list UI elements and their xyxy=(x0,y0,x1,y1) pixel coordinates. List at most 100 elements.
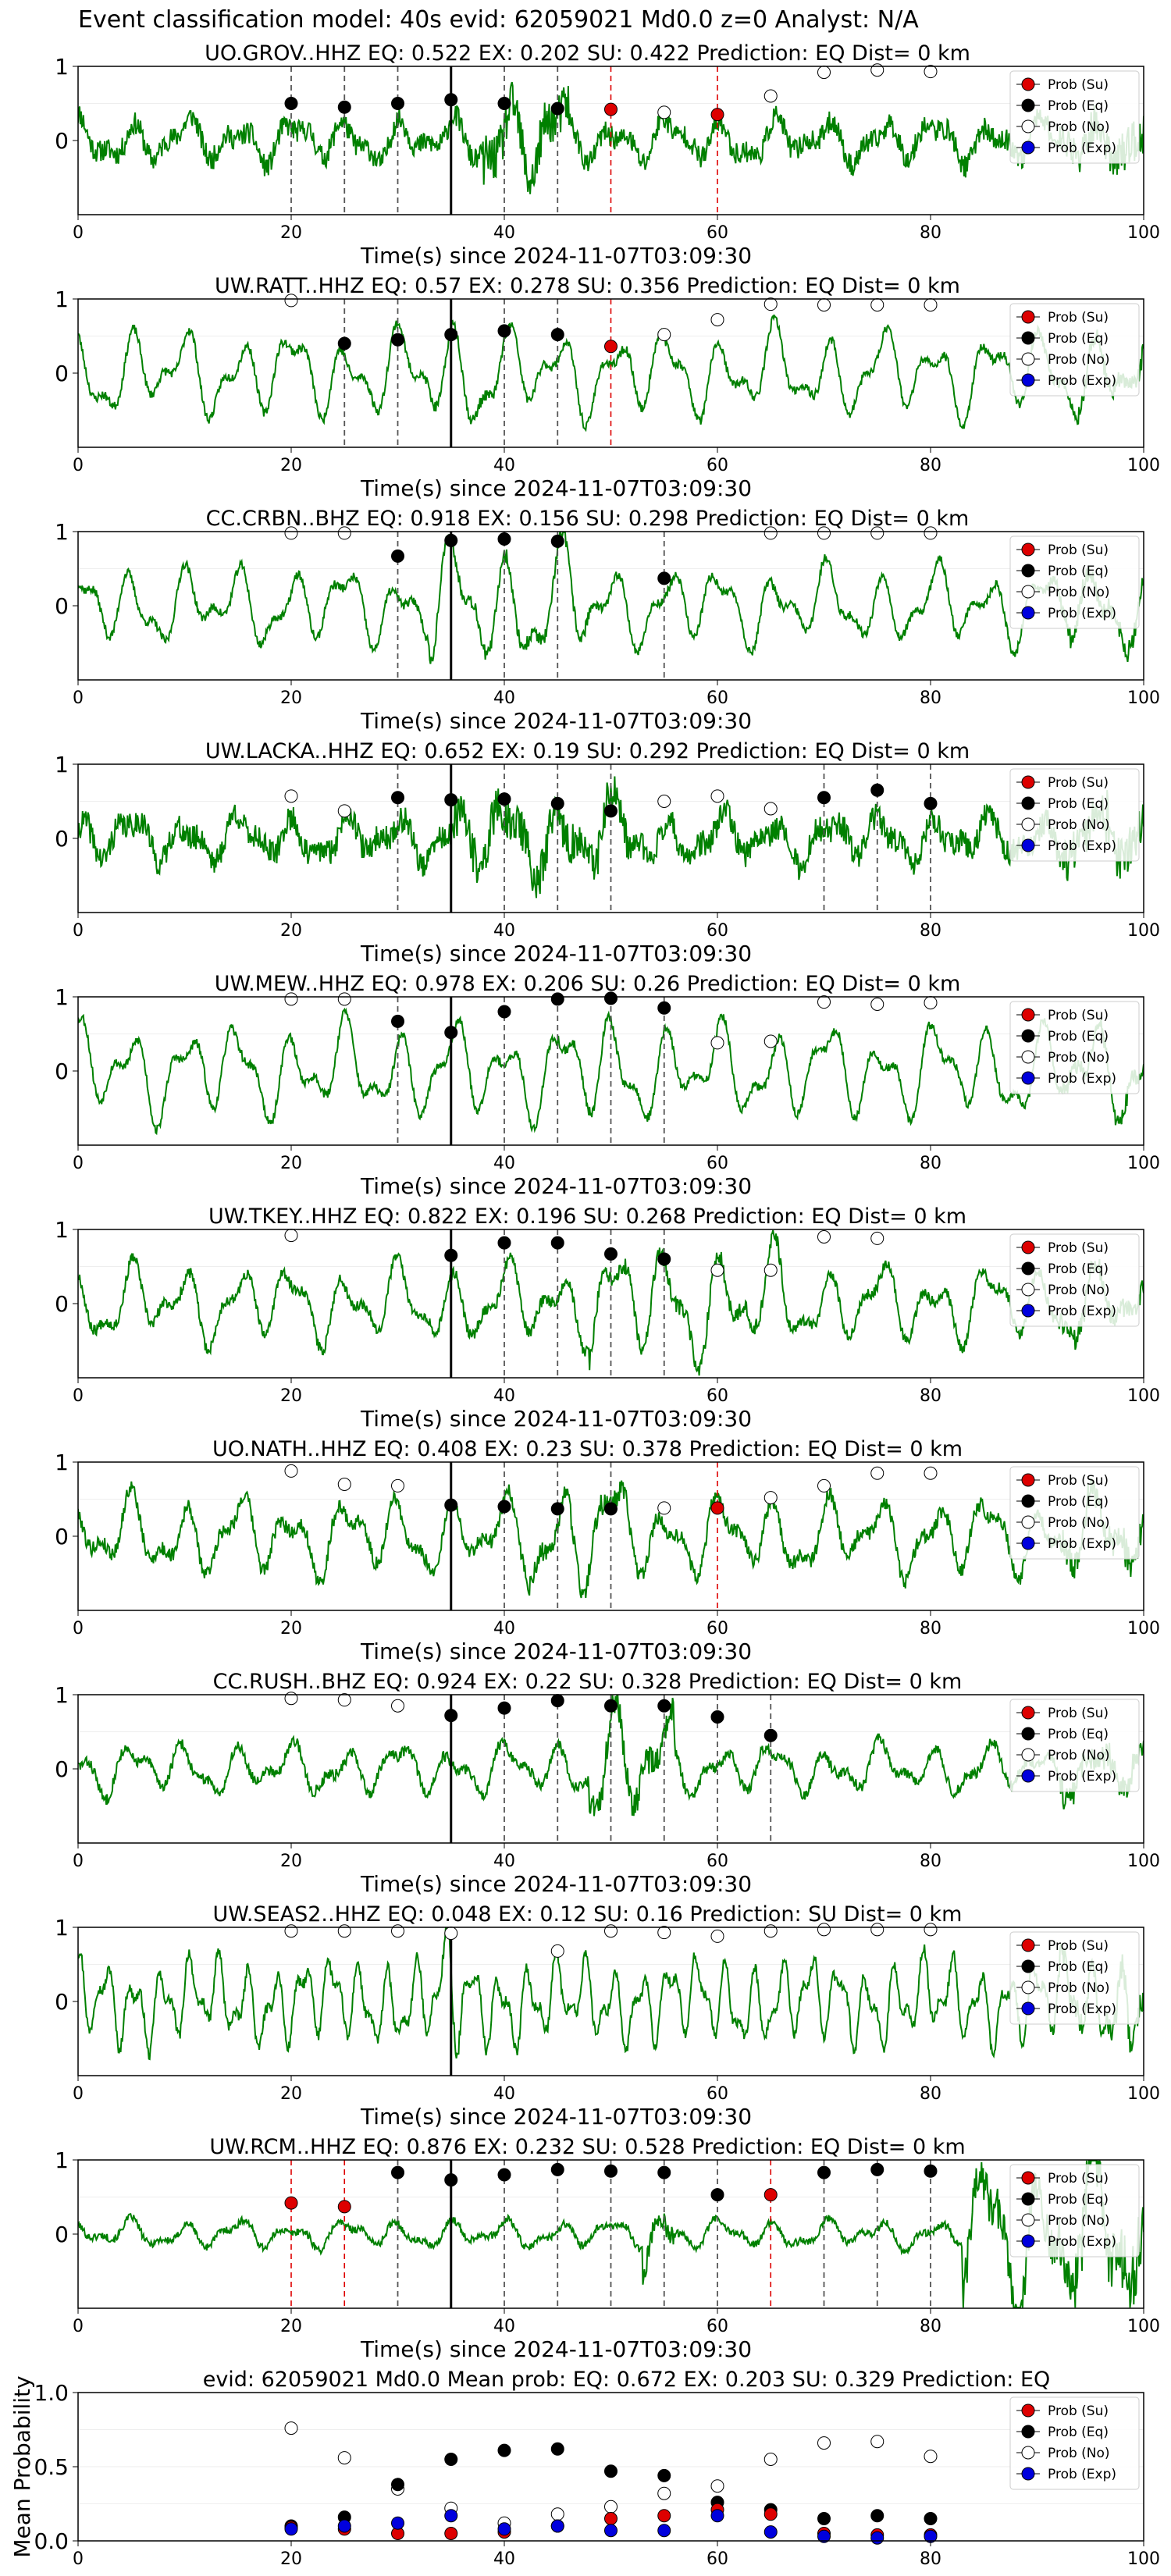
eq-prob-point xyxy=(337,336,351,350)
x-tick-label: 0 xyxy=(73,2549,84,2569)
legend-marker xyxy=(1021,1769,1035,1783)
mean-prob-exp-point xyxy=(391,2516,404,2530)
legend-marker xyxy=(1021,98,1035,112)
x-tick-label: 20 xyxy=(280,1852,302,1871)
legend-box xyxy=(1009,303,1140,397)
eq-prob-point xyxy=(444,2173,458,2187)
eq-prob-point xyxy=(444,793,458,807)
su-prob-point xyxy=(604,340,618,354)
eq-prob-point xyxy=(710,1710,724,1724)
legend-marker xyxy=(1021,1515,1035,1529)
x-tick-label: 100 xyxy=(1127,1386,1160,1406)
x-tick-label: 100 xyxy=(1127,1154,1160,1173)
x-tick-label: 0 xyxy=(73,688,84,708)
su-prob-point xyxy=(763,2188,778,2202)
x-axis-label: Time(s) since 2024-11-07T03:09:30 xyxy=(360,475,752,501)
no-prob-point xyxy=(337,992,351,1006)
no-prob-point xyxy=(284,1229,298,1243)
x-tick-label: 60 xyxy=(707,1619,728,1638)
panel-title: UW.RATT..HHZ EQ: 0.57 EX: 0.278 SU: 0.35… xyxy=(215,274,960,298)
legend-label: Prob (Exp) xyxy=(1048,141,1116,156)
waveform-trace xyxy=(78,1229,1144,1376)
eq-prob-point xyxy=(337,100,351,114)
y-tick-label: 0 xyxy=(55,361,69,386)
legend-marker xyxy=(1021,606,1035,620)
no-prob-point xyxy=(710,1929,724,1943)
eq-prob-point xyxy=(391,2165,404,2179)
eq-prob-point xyxy=(550,328,564,342)
x-tick-label: 20 xyxy=(280,456,302,475)
legend-marker xyxy=(1021,77,1035,91)
eq-prob-point xyxy=(550,2162,564,2176)
legend-label: Prob (Exp) xyxy=(1048,606,1116,621)
no-prob-point xyxy=(337,1924,351,1938)
legend-marker xyxy=(1021,564,1035,578)
legend: Prob (Su) Prob (Eq) Prob (No) Prob (Exp) xyxy=(1009,1233,1140,1327)
no-prob-point xyxy=(924,65,938,79)
legend: Prob (Su) Prob (Eq) Prob (No) Prob (Exp) xyxy=(1009,535,1140,629)
eq-prob-point xyxy=(497,1701,511,1715)
y-tick-label: 1 xyxy=(55,519,69,545)
x-tick-label: 80 xyxy=(920,456,941,475)
legend-marker xyxy=(1021,1727,1035,1741)
no-prob-point xyxy=(763,297,778,311)
mean-prob-exp-point xyxy=(284,2522,298,2536)
x-tick-label: 0 xyxy=(73,2317,84,2336)
x-tick-label: 60 xyxy=(707,1852,728,1871)
y-tick-label: 0 xyxy=(55,1989,69,2015)
x-tick-label: 80 xyxy=(920,223,941,243)
no-prob-point xyxy=(763,1491,778,1505)
waveform-trace xyxy=(78,532,1144,664)
legend-box xyxy=(1009,1699,1140,1792)
x-tick-label: 60 xyxy=(707,223,728,243)
no-prob-point xyxy=(870,1231,884,1245)
legend-label: Prob (Su) xyxy=(1048,310,1109,326)
x-tick-label: 80 xyxy=(920,1619,941,1638)
legend-marker xyxy=(1021,2171,1035,2185)
eq-prob-point xyxy=(550,534,564,548)
legend-box xyxy=(1009,1931,1140,2025)
legend-label: Prob (Eq) xyxy=(1048,2192,1109,2208)
legend-marker xyxy=(1021,1304,1035,1318)
panel-title: CC.CRBN..BHZ EQ: 0.918 EX: 0.156 SU: 0.2… xyxy=(206,507,970,531)
no-prob-point xyxy=(284,526,298,540)
legend-marker xyxy=(1021,331,1035,345)
eq-prob-point xyxy=(657,571,671,585)
legend-label: Prob (Eq) xyxy=(1048,1261,1109,1277)
mean-prob-eq-point xyxy=(604,2464,618,2478)
legend-marker xyxy=(1021,2213,1035,2227)
legend-marker xyxy=(1021,1494,1035,1508)
mean-prob-eq-point xyxy=(497,2443,511,2457)
y-tick-label: 0 xyxy=(55,2222,69,2247)
x-tick-label: 20 xyxy=(280,921,302,941)
legend-marker xyxy=(1021,1240,1035,1254)
x-tick-label: 100 xyxy=(1127,2317,1160,2336)
no-prob-point xyxy=(924,298,938,312)
no-prob-point xyxy=(924,526,938,540)
su-prob-point xyxy=(710,1501,724,1515)
x-tick-label: 60 xyxy=(707,2549,728,2569)
mean-prob-exp-point xyxy=(710,2509,724,2523)
eq-prob-point xyxy=(391,333,404,347)
eq-prob-point xyxy=(444,93,458,107)
legend-marker xyxy=(1021,1473,1035,1487)
x-tick-label: 80 xyxy=(920,2317,941,2336)
legend-label: Prob (Exp) xyxy=(1048,838,1116,854)
no-prob-point xyxy=(284,992,298,1006)
x-tick-label: 80 xyxy=(920,2549,941,2569)
legend-label: Prob (No) xyxy=(1048,1980,1110,1996)
mean-prob-eq-point xyxy=(817,2512,831,2525)
legend-marker xyxy=(1021,141,1035,155)
eq-prob-point xyxy=(444,533,458,547)
station-panel-uw-ratt--hhz: UW.RATT..HHZ EQ: 0.57 EX: 0.278 SU: 0.35… xyxy=(55,274,1160,501)
x-tick-label: 40 xyxy=(493,1852,515,1871)
no-prob-point xyxy=(763,526,778,540)
eq-prob-point xyxy=(604,1699,618,1713)
no-prob-point xyxy=(284,1924,298,1938)
no-prob-point xyxy=(763,1263,778,1277)
mean-prob-exp-point xyxy=(870,2531,884,2545)
legend-label: Prob (No) xyxy=(1048,1515,1110,1531)
legend-label: Prob (Eq) xyxy=(1048,331,1109,347)
legend-label: Prob (Eq) xyxy=(1048,98,1109,114)
